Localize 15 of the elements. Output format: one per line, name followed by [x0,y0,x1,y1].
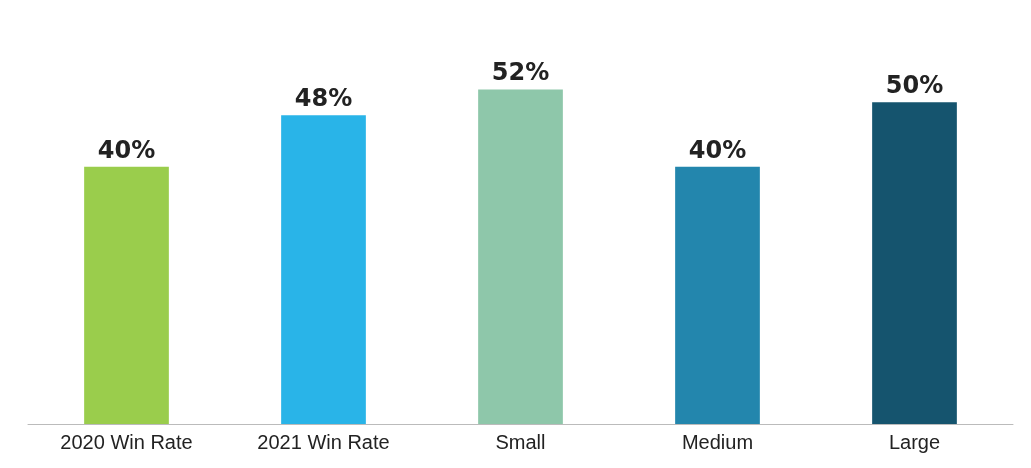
x-tick-label: 2021 Win Rate [257,431,390,453]
x-tick-label: Medium [681,431,754,453]
bar [281,115,366,424]
bar [872,102,957,424]
data-label: 40% [97,135,156,164]
data-label: 48% [294,84,353,113]
data-label: 40% [688,135,747,164]
x-tick-label: 2020 Win Rate [60,431,193,453]
x-tick-label: Large [888,431,941,453]
bar [84,166,169,424]
x-tick-label: Small [495,431,546,453]
data-label: 50% [885,71,944,100]
data-label: 52% [491,58,550,87]
bar [675,166,760,424]
bar [478,89,563,424]
